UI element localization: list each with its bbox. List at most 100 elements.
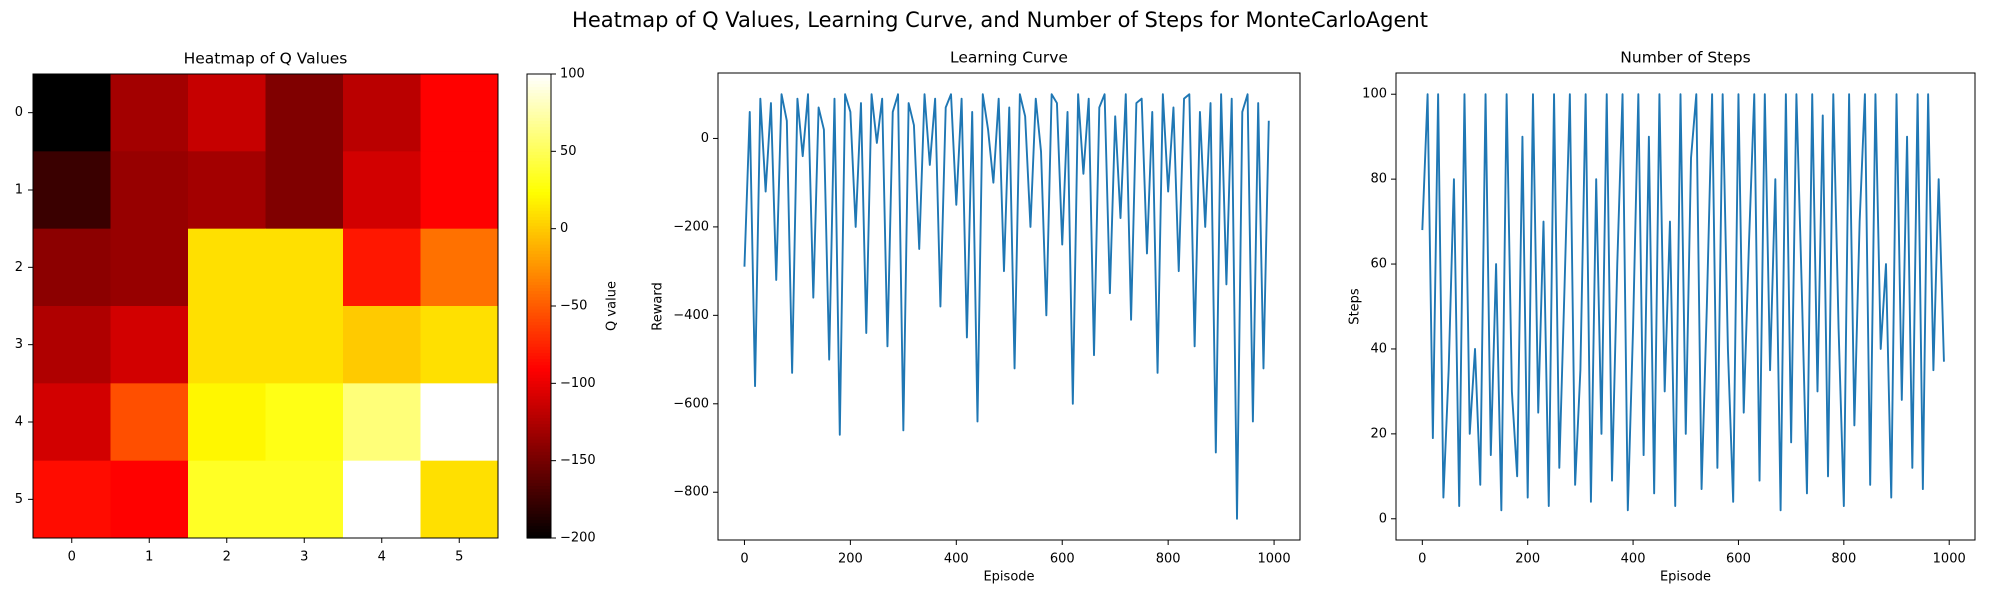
colorbar-slice: [527, 188, 551, 193]
colorbar-slice: [527, 507, 551, 511]
colorbar-slice: [527, 265, 551, 270]
y-tick-label: 40: [1370, 341, 1387, 356]
y-tick-label: 5: [15, 492, 23, 507]
colorbar-slice: [527, 423, 551, 428]
colorbar-slice: [527, 200, 551, 205]
y-tick-label: −200: [673, 219, 709, 234]
colorbar-slice: [527, 207, 551, 211]
y-tick-label: 3: [15, 337, 23, 352]
x-tick-label: 1: [145, 550, 153, 565]
colorbar-slice: [527, 494, 551, 499]
y-tick-label: 1: [15, 183, 23, 198]
colorbar-slice: [527, 324, 551, 329]
colorbar-slice: [527, 296, 551, 301]
x-tick-label: 0: [740, 552, 748, 567]
colorbar-slice: [527, 352, 551, 357]
colorbar-slice: [527, 111, 551, 115]
colorbar-slice: [527, 163, 551, 168]
colorbar-slice: [527, 151, 551, 156]
y-tick-label: 4: [15, 415, 23, 430]
colorbar-slice: [527, 361, 551, 366]
colorbar-slice: [527, 284, 551, 289]
colorbar-slice: [527, 333, 551, 338]
colorbar-slice: [527, 278, 551, 282]
colorbar-slice: [527, 259, 551, 264]
x-tick-label: 3: [300, 550, 308, 565]
colorbar-slice: [527, 327, 551, 332]
colorbar-slice: [527, 250, 551, 255]
colorbar-slice: [527, 389, 551, 394]
colorbar-slice: [527, 439, 551, 443]
colorbar-slice: [527, 228, 551, 233]
heatmap-cell: [343, 306, 421, 384]
heatmap-cell: [110, 460, 189, 539]
colorbar-slice: [527, 117, 551, 121]
heatmap-cell: [265, 228, 344, 307]
x-tick-label: 400: [1621, 552, 1646, 567]
colorbar-slice: [527, 482, 551, 487]
colorbar-slice: [527, 241, 551, 245]
colorbar-slice: [527, 445, 551, 449]
colorbar-slice: [527, 262, 551, 267]
colorbar-slice: [527, 185, 551, 190]
colorbar-slice: [527, 534, 551, 539]
colorbar-slice: [527, 86, 551, 91]
colorbar-slice: [527, 531, 551, 536]
colorbar-slice: [527, 525, 551, 530]
y-tick-label: 20: [1370, 426, 1387, 441]
heatmap-cell: [343, 383, 421, 462]
y-tick-label: 100: [1362, 87, 1387, 102]
colorbar-slice: [527, 473, 551, 477]
colorbar-slice: [527, 318, 551, 323]
data-line: [743, 93, 1270, 520]
colorbar-slice: [527, 432, 551, 437]
heatmap-cell: [110, 151, 189, 230]
y-tick-label: 0: [1379, 511, 1387, 526]
colorbar-slice: [527, 435, 551, 440]
colorbar-slice: [527, 145, 551, 149]
colorbar-slice: [527, 497, 551, 502]
colorbar-slice: [527, 77, 551, 81]
colorbar-slice: [527, 80, 551, 84]
colorbar-slice: [527, 98, 551, 103]
colorbar-slice: [527, 374, 551, 378]
heatmap-cell: [188, 460, 266, 539]
colorbar-slice: [527, 210, 551, 214]
y-tick-label: −400: [673, 308, 709, 323]
colorbar-slice: [527, 364, 551, 369]
colorbar-slice: [527, 408, 551, 412]
heatmap-cell: [420, 383, 499, 462]
colorbar-slice: [527, 429, 551, 434]
colorbar-slice: [527, 253, 551, 258]
colorbar-slice: [527, 92, 551, 97]
colorbar-slice: [527, 216, 551, 220]
colorbar-slice: [527, 321, 551, 326]
colorbar-slice: [527, 466, 551, 471]
colorbar-slice: [527, 194, 551, 199]
x-axis-label: Episode: [1660, 570, 1711, 585]
colorbar-tick-label: 0: [560, 221, 568, 236]
colorbar-slice: [527, 169, 551, 174]
heatmap-cell: [33, 460, 111, 539]
colorbar-slice: [527, 315, 551, 319]
y-tick-label: 0: [701, 131, 709, 146]
heatmap-cell: [265, 383, 344, 462]
heatmap-cell: [110, 228, 189, 307]
colorbar-slice: [527, 197, 551, 202]
x-tick-label: 400: [944, 552, 969, 567]
colorbar-slice: [527, 500, 551, 505]
colorbar-slice: [527, 293, 551, 298]
colorbar-slice: [527, 401, 551, 406]
y-tick-label: 0: [15, 105, 23, 120]
colorbar-slice: [527, 503, 551, 508]
heatmap-cell: [420, 460, 499, 539]
colorbar-slice: [527, 340, 551, 344]
colorbar-slice: [527, 138, 551, 143]
heatmap-cell: [188, 74, 266, 152]
colorbar-slice: [527, 299, 551, 304]
colorbar-slice: [527, 380, 551, 384]
y-axis-label: Steps: [1348, 288, 1363, 325]
colorbar-slice: [527, 306, 551, 310]
colorbar-slice: [527, 142, 551, 146]
